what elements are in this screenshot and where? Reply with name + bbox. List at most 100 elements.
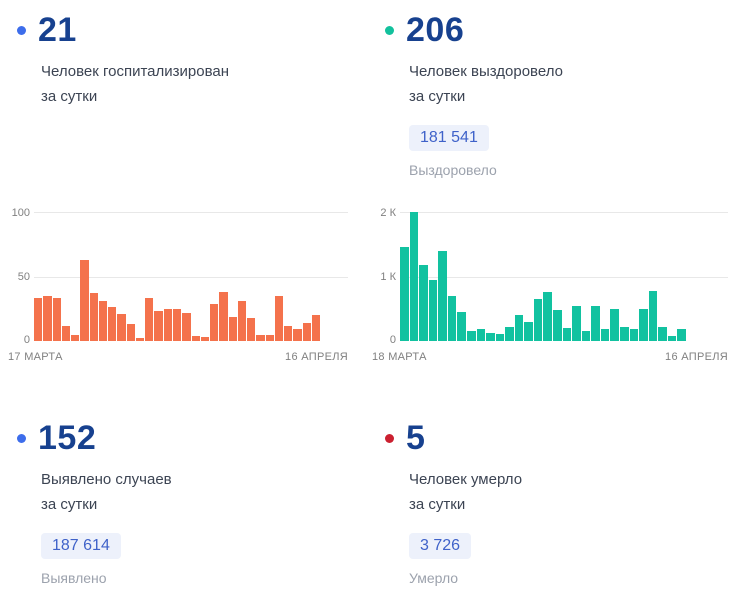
bar[interactable] (514, 314, 524, 341)
bar[interactable] (619, 327, 629, 341)
bar[interactable] (228, 316, 237, 341)
bar[interactable] (302, 322, 311, 341)
description-line: Человек госпитализирован (41, 63, 230, 80)
bar[interactable] (629, 328, 639, 341)
bar[interactable] (466, 331, 476, 341)
recovered-total-label: Выздоровело (409, 162, 497, 178)
bar[interactable] (117, 313, 126, 341)
bar[interactable] (274, 295, 284, 341)
bar[interactable] (572, 306, 581, 341)
bar[interactable] (61, 325, 71, 341)
bar[interactable] (126, 324, 135, 341)
description-line: за сутки (409, 88, 466, 105)
x-axis-labels: 18 МАРТА 16 АПРЕЛЯ (372, 351, 728, 363)
recovered-count: 206 (406, 11, 465, 49)
bar[interactable] (610, 308, 619, 341)
detected-count: 152 (38, 419, 97, 457)
died-count: 5 (406, 419, 426, 457)
bar[interactable] (71, 334, 80, 341)
died-total-label: Умерло (409, 570, 459, 586)
bar[interactable] (210, 303, 219, 341)
card-hospitalized: 21 Человек госпитализирован за сутки (10, 10, 360, 109)
stat-head: 206 (378, 10, 728, 50)
y-axis-tick: 50 (17, 270, 30, 283)
bar[interactable] (400, 247, 409, 341)
gridline (34, 212, 348, 213)
recovered-chart: 2 К 1 К 0 18 МАРТА 16 АПРЕЛЯ (372, 207, 728, 363)
recovered-total-badge: 181 541 (409, 125, 489, 151)
bar[interactable] (98, 301, 108, 341)
detected-total-label: Выявлено (41, 570, 107, 586)
card-recovered: 206 Человек выздоровело за сутки 181 541… (378, 10, 728, 178)
stat-head: 21 (10, 10, 360, 50)
y-axis-tick: 0 (389, 334, 396, 346)
bar[interactable] (191, 335, 200, 341)
description-line: Человек выздоровело (409, 63, 563, 80)
x-axis-end-label: 16 АПРЕЛЯ (285, 351, 348, 363)
y-axis-tick: 0 (23, 334, 30, 346)
bar[interactable] (658, 326, 667, 341)
bar[interactable] (52, 298, 61, 341)
bar[interactable] (667, 335, 677, 341)
y-axis-tick: 100 (11, 207, 30, 219)
died-total-badge: 3 726 (409, 533, 472, 559)
bar[interactable] (145, 298, 154, 341)
bar[interactable] (154, 311, 163, 341)
bar[interactable] (581, 330, 591, 341)
bar[interactable] (34, 298, 43, 341)
gridline (34, 276, 348, 278)
bar[interactable] (311, 315, 321, 341)
bar[interactable] (639, 308, 648, 341)
bar[interactable] (284, 325, 293, 341)
bar[interactable] (219, 291, 228, 341)
bar[interactable] (163, 308, 172, 341)
bar[interactable] (543, 291, 552, 341)
x-axis-start-label: 18 МАРТА (372, 351, 427, 363)
bar[interactable] (505, 327, 514, 341)
bar[interactable] (677, 328, 686, 341)
bar[interactable] (648, 291, 658, 341)
bar[interactable] (182, 312, 191, 341)
gridline (400, 276, 728, 278)
gridline (400, 212, 728, 213)
bar[interactable] (600, 328, 610, 341)
x-axis-start-label: 17 МАРТА (8, 351, 63, 363)
hospitalized-chart-plot[interactable]: 100 50 0 (8, 207, 348, 346)
hospitalized-bars[interactable] (34, 212, 321, 341)
bar[interactable] (237, 301, 247, 341)
bar[interactable] (428, 279, 438, 341)
bar[interactable] (89, 293, 98, 341)
bar[interactable] (524, 321, 533, 341)
recovered-bars[interactable] (400, 212, 686, 341)
bar[interactable] (438, 250, 447, 341)
bar[interactable] (247, 317, 256, 341)
bar[interactable] (476, 328, 486, 341)
bar[interactable] (293, 329, 302, 341)
recovered-chart-plot[interactable]: 2 К 1 К 0 (372, 207, 728, 346)
bar[interactable] (80, 259, 89, 341)
bar[interactable] (486, 332, 495, 341)
bar[interactable] (457, 311, 466, 341)
bar[interactable] (265, 334, 274, 341)
bar[interactable] (43, 295, 52, 341)
bar[interactable] (591, 306, 600, 341)
bar[interactable] (533, 299, 543, 341)
bar[interactable] (553, 310, 562, 341)
bar[interactable] (256, 334, 265, 341)
y-axis-tick: 2 К (380, 207, 396, 219)
bar[interactable] (419, 264, 428, 341)
died-dot-icon (385, 433, 394, 443)
bar[interactable] (409, 212, 419, 341)
hospitalized-count: 21 (38, 11, 77, 49)
bar[interactable] (200, 337, 210, 341)
stat-head: 152 (10, 418, 360, 458)
bar[interactable] (172, 308, 182, 341)
description-line: за сутки (409, 496, 466, 513)
x-axis-end-label: 16 АПРЕЛЯ (665, 351, 728, 363)
bar[interactable] (108, 307, 117, 341)
bar[interactable] (495, 333, 505, 341)
bar[interactable] (447, 295, 457, 341)
bar[interactable] (135, 338, 145, 341)
bar[interactable] (562, 328, 572, 341)
card-died: 5 Человек умерло за сутки 3 726 Умерло (378, 418, 728, 586)
